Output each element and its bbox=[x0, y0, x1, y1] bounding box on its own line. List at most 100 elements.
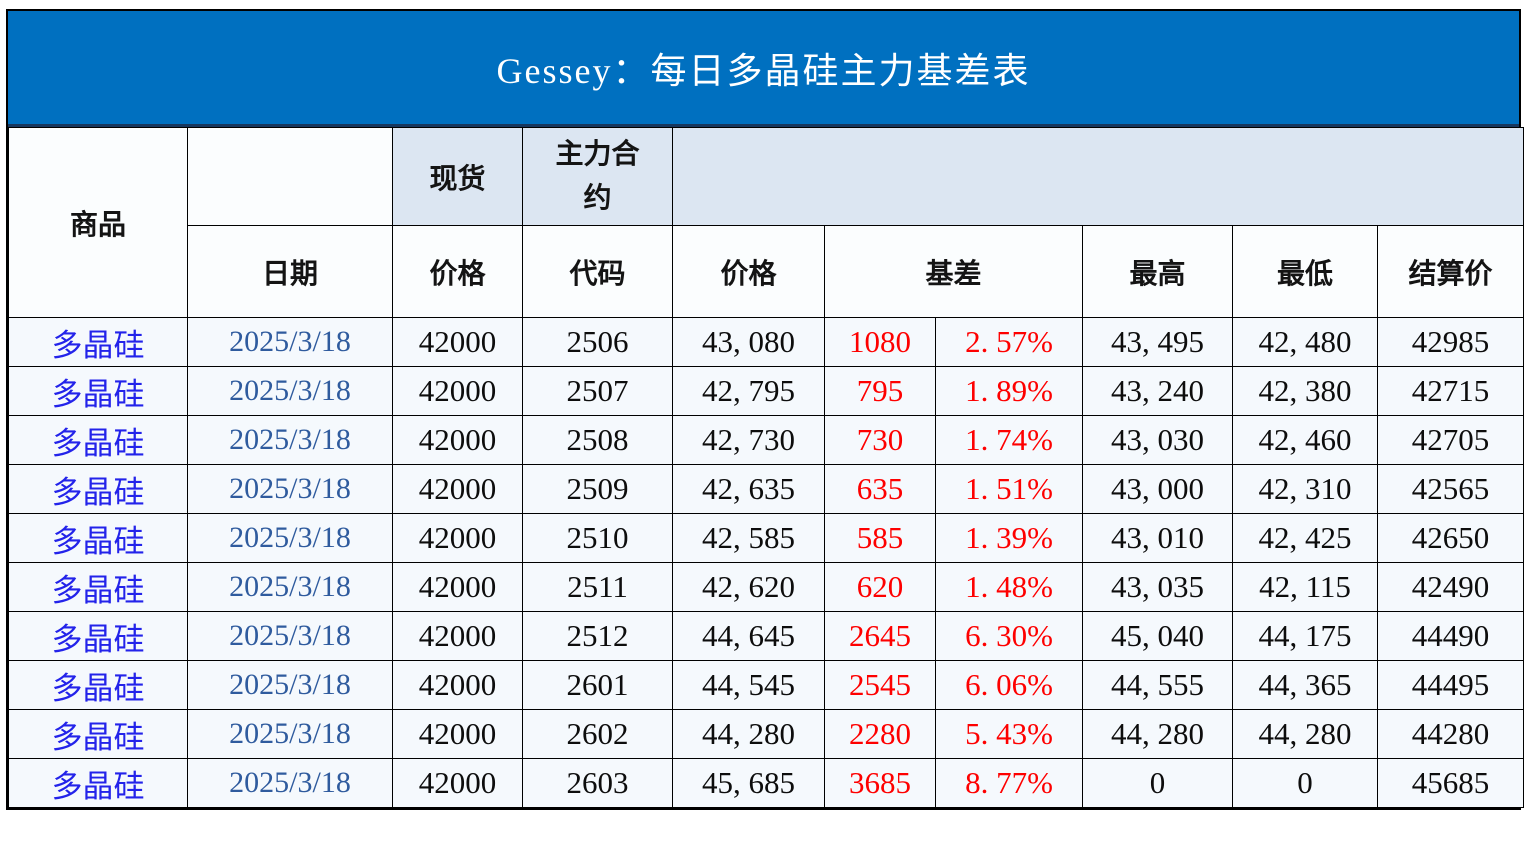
cell-low: 42, 480 bbox=[1232, 317, 1378, 367]
cell-high: 43, 240 bbox=[1082, 366, 1233, 416]
cell-low: 44, 365 bbox=[1232, 660, 1378, 710]
table-row: 多晶硅 2025/3/18 42000 2510 42, 585 585 1. … bbox=[8, 513, 1525, 563]
col-header-settlement: 结算价 bbox=[1376, 225, 1525, 318]
cell-contract-code: 2510 bbox=[522, 513, 673, 563]
cell-contract-code: 2509 bbox=[522, 464, 673, 514]
cell-basis-pct: 6. 06% bbox=[935, 660, 1083, 710]
col-group-main-contract: 主力合约 bbox=[522, 127, 673, 226]
cell-commodity: 多晶硅 bbox=[8, 366, 188, 416]
cell-settlement: 42705 bbox=[1376, 415, 1525, 465]
cell-high: 43, 010 bbox=[1082, 513, 1233, 563]
table-row: 多晶硅 2025/3/18 42000 2602 44, 280 2280 5.… bbox=[8, 709, 1525, 759]
cell-date: 2025/3/18 bbox=[187, 709, 393, 759]
cell-basis: 1080 bbox=[824, 317, 936, 367]
cell-commodity: 多晶硅 bbox=[8, 758, 188, 808]
cell-settlement: 44490 bbox=[1376, 611, 1525, 661]
col-header-spot-price: 价格 bbox=[392, 225, 523, 318]
col-header-commodity: 商品 bbox=[8, 127, 188, 318]
cell-high: 45, 040 bbox=[1082, 611, 1233, 661]
basis-table-sheet: Gessey：每日多晶硅主力基差表 商品 现货 主力合约 日期 bbox=[6, 9, 1525, 810]
cell-basis: 2645 bbox=[824, 611, 936, 661]
table-title: Gessey：每日多晶硅主力基差表 bbox=[496, 50, 1031, 91]
cell-contract-code: 2602 bbox=[522, 709, 673, 759]
cell-settlement: 44280 bbox=[1376, 709, 1525, 759]
cell-basis: 585 bbox=[824, 513, 936, 563]
cell-basis-pct: 1. 39% bbox=[935, 513, 1083, 563]
cell-settlement: 42650 bbox=[1376, 513, 1525, 563]
cell-spot-price: 42000 bbox=[392, 758, 523, 808]
cell-spot-price: 42000 bbox=[392, 366, 523, 416]
cell-commodity: 多晶硅 bbox=[8, 317, 188, 367]
cell-spot-price: 42000 bbox=[392, 317, 523, 367]
col-header-code: 代码 bbox=[522, 225, 673, 318]
cell-contract-price: 44, 280 bbox=[672, 709, 825, 759]
cell-contract-price: 44, 645 bbox=[672, 611, 825, 661]
cell-contract-price: 44, 545 bbox=[672, 660, 825, 710]
cell-contract-price: 42, 585 bbox=[672, 513, 825, 563]
cell-settlement: 42565 bbox=[1376, 464, 1525, 514]
cell-date: 2025/3/18 bbox=[187, 464, 393, 514]
cell-spot-price: 42000 bbox=[392, 415, 523, 465]
cell-commodity: 多晶硅 bbox=[8, 464, 188, 514]
cell-date: 2025/3/18 bbox=[187, 611, 393, 661]
cell-basis-pct: 1. 48% bbox=[935, 562, 1083, 612]
cell-settlement: 42490 bbox=[1376, 562, 1525, 612]
cell-high: 43, 495 bbox=[1082, 317, 1233, 367]
cell-low: 42, 425 bbox=[1232, 513, 1378, 563]
cell-basis: 620 bbox=[824, 562, 936, 612]
cell-settlement: 42985 bbox=[1376, 317, 1525, 367]
cell-spot-price: 42000 bbox=[392, 513, 523, 563]
col-group-main-contract-label: 主力合约 bbox=[555, 139, 640, 214]
cell-date: 2025/3/18 bbox=[187, 317, 393, 367]
header-accent-spacer bbox=[671, 127, 1525, 226]
cell-contract-code: 2603 bbox=[522, 758, 673, 808]
table-row: 多晶硅 2025/3/18 42000 2507 42, 795 795 1. … bbox=[8, 366, 1525, 416]
cell-basis-pct: 1. 74% bbox=[935, 415, 1083, 465]
cell-high: 43, 035 bbox=[1082, 562, 1233, 612]
cell-basis: 795 bbox=[824, 366, 936, 416]
cell-commodity: 多晶硅 bbox=[8, 562, 188, 612]
cell-spot-price: 42000 bbox=[392, 464, 523, 514]
table-row: 多晶硅 2025/3/18 42000 2601 44, 545 2545 6.… bbox=[8, 660, 1525, 710]
cell-contract-code: 2508 bbox=[522, 415, 673, 465]
table-row: 多晶硅 2025/3/18 42000 2603 45, 685 3685 8.… bbox=[8, 758, 1525, 808]
cell-basis-pct: 1. 89% bbox=[935, 366, 1083, 416]
cell-date: 2025/3/18 bbox=[187, 415, 393, 465]
cell-contract-code: 2507 bbox=[522, 366, 673, 416]
cell-date: 2025/3/18 bbox=[187, 660, 393, 710]
cell-basis: 2545 bbox=[824, 660, 936, 710]
cell-commodity: 多晶硅 bbox=[8, 709, 188, 759]
table-row: 多晶硅 2025/3/18 42000 2506 43, 080 1080 2.… bbox=[8, 317, 1525, 367]
cell-contract-price: 42, 795 bbox=[672, 366, 825, 416]
cell-contract-price: 42, 730 bbox=[672, 415, 825, 465]
cell-contract-price: 42, 635 bbox=[672, 464, 825, 514]
col-header-date: 日期 bbox=[187, 225, 393, 318]
col-header-basis: 基差 bbox=[824, 225, 1083, 318]
cell-high: 43, 030 bbox=[1082, 415, 1233, 465]
cell-contract-code: 2506 bbox=[522, 317, 673, 367]
cell-basis-pct: 6. 30% bbox=[935, 611, 1083, 661]
cell-basis-pct: 8. 77% bbox=[935, 758, 1083, 808]
cell-contract-code: 2601 bbox=[522, 660, 673, 710]
cell-commodity: 多晶硅 bbox=[8, 660, 188, 710]
cell-low: 44, 280 bbox=[1232, 709, 1378, 759]
table-row: 多晶硅 2025/3/18 42000 2508 42, 730 730 1. … bbox=[8, 415, 1525, 465]
cell-high: 44, 555 bbox=[1082, 660, 1233, 710]
cell-contract-price: 42, 620 bbox=[672, 562, 825, 612]
cell-contract-code: 2512 bbox=[522, 611, 673, 661]
cell-low: 42, 460 bbox=[1232, 415, 1378, 465]
cell-commodity: 多晶硅 bbox=[8, 513, 188, 563]
cell-basis: 2280 bbox=[824, 709, 936, 759]
col-header-high: 最高 bbox=[1082, 225, 1233, 318]
cell-basis: 730 bbox=[824, 415, 936, 465]
cell-spot-price: 42000 bbox=[392, 562, 523, 612]
cell-low: 42, 115 bbox=[1232, 562, 1378, 612]
table-row: 多晶硅 2025/3/18 42000 2512 44, 645 2645 6.… bbox=[8, 611, 1525, 661]
header-row-columns: 日期 价格 代码 价格 基差 最高 最低 结算价 bbox=[9, 225, 1525, 318]
cell-basis: 3685 bbox=[824, 758, 936, 808]
table-body: 多晶硅 2025/3/18 42000 2506 43, 080 1080 2.… bbox=[8, 317, 1525, 808]
cell-commodity: 多晶硅 bbox=[8, 611, 188, 661]
col-header-low: 最低 bbox=[1232, 225, 1378, 318]
cell-date: 2025/3/18 bbox=[187, 513, 393, 563]
cell-high: 44, 280 bbox=[1082, 709, 1233, 759]
